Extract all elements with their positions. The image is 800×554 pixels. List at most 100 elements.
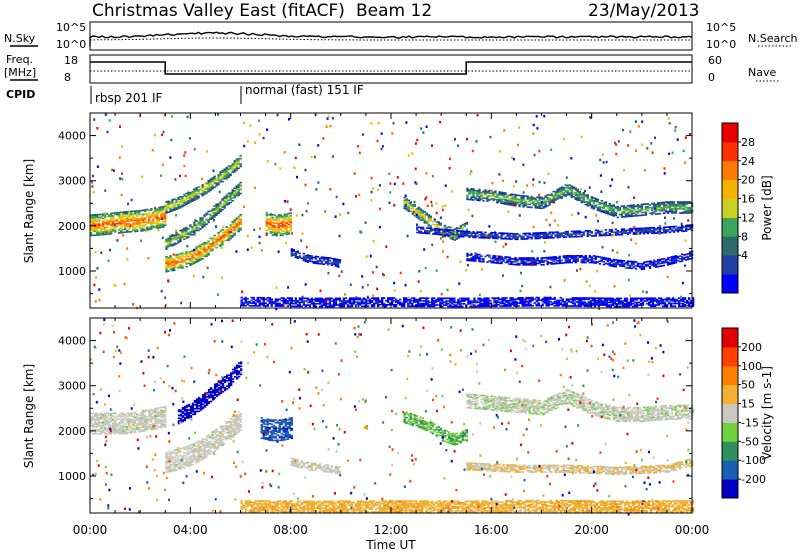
- heatmap-cell: [492, 198, 495, 200]
- heatmap-cell: [165, 248, 168, 250]
- heatmap-cell: [681, 225, 684, 227]
- heatmap-speckle: [404, 204, 407, 207]
- heatmap-cell: [211, 237, 214, 240]
- heatmap-cell: [250, 296, 253, 299]
- heatmap-cell: [692, 301, 695, 303]
- heatmap-cell: [165, 208, 168, 210]
- heatmap-cell: [683, 201, 686, 203]
- heatmap-cell: [294, 302, 298, 305]
- heatmap-cell: [229, 165, 232, 167]
- heatmap-cell: [167, 244, 170, 247]
- heatmap-cell: [620, 229, 624, 232]
- heatmap-cell: [610, 204, 614, 207]
- heatmap-cell: [434, 233, 437, 235]
- heatmap-cell: [451, 305, 454, 308]
- heatmap-cell: [649, 305, 653, 308]
- heatmap-cell: [227, 235, 230, 238]
- heatmap-cell: [428, 230, 431, 232]
- heatmap-cell: [237, 221, 240, 223]
- heatmap-cell: [560, 186, 563, 189]
- heatmap-cell: [572, 231, 575, 234]
- heatmap-cell: [603, 304, 607, 306]
- heatmap-cell: [320, 300, 324, 302]
- heatmap-cell: [233, 228, 236, 231]
- heatmap-cell: [269, 220, 272, 222]
- heatmap-cell: [685, 204, 688, 206]
- heatmap-cell: [654, 266, 658, 268]
- heatmap-cell: [534, 232, 537, 234]
- heatmap-cell: [165, 269, 168, 272]
- heatmap-cell: [173, 259, 176, 262]
- heatmap-cell: [569, 298, 572, 301]
- heatmap-cell: [535, 299, 538, 302]
- heatmap-cell: [602, 206, 606, 208]
- heatmap-cell: [169, 264, 172, 267]
- heatmap-cell: [193, 193, 196, 196]
- heatmap-cell: [512, 197, 515, 200]
- heatmap-cell: [672, 262, 676, 265]
- heatmap-cell: [443, 235, 447, 238]
- heatmap-cell: [687, 206, 690, 209]
- heatmap-cell: [640, 265, 644, 268]
- heatmap-cell: [252, 298, 255, 300]
- heatmap-cell: [461, 303, 464, 305]
- heatmap-cell: [217, 209, 220, 212]
- heatmap-cell: [614, 211, 618, 214]
- heatmap-cell: [274, 299, 277, 302]
- heatmap-cell: [439, 222, 443, 225]
- heatmap-cell: [233, 223, 236, 226]
- heatmap-cell: [92, 227, 95, 230]
- heatmap-cell: [647, 301, 651, 304]
- heatmap-cell: [588, 201, 592, 204]
- heatmap-cell: [240, 300, 243, 303]
- heatmap-cell: [296, 300, 300, 302]
- heatmap-cell: [678, 305, 681, 308]
- heatmap-cell: [183, 204, 186, 207]
- heatmap-cell: [558, 258, 561, 261]
- heatmap-cell: [666, 257, 670, 259]
- heatmap-cell: [285, 226, 288, 229]
- heatmap-cell: [191, 259, 194, 262]
- heatmap-cell: [614, 231, 618, 234]
- heatmap-cell: [417, 210, 420, 213]
- heatmap-cell: [447, 302, 450, 305]
- heatmap-cell: [474, 192, 477, 195]
- heatmap-cell: [540, 257, 543, 259]
- heatmap-cell: [302, 256, 306, 259]
- heatmap-cell: [592, 257, 596, 260]
- heatmap-cell: [523, 302, 526, 304]
- heatmap-cell: [233, 194, 236, 196]
- heatmap-cell: [538, 201, 541, 204]
- heatmap-cell: [445, 301, 448, 304]
- heatmap-cell: [601, 302, 605, 305]
- heatmap-cell: [252, 296, 255, 299]
- heatmap-cell: [118, 213, 121, 215]
- heatmap-cell: [604, 210, 608, 213]
- heatmap-cell: [203, 221, 206, 223]
- heatmap-cell: [597, 297, 601, 300]
- heatmap-cell: [608, 208, 612, 210]
- heatmap-cell: [160, 225, 163, 227]
- heatmap-cell: [221, 169, 224, 172]
- heatmap-cell: [650, 206, 654, 209]
- heatmap-speckle: [266, 160, 269, 163]
- heatmap-cell: [544, 259, 547, 262]
- heatmap-cell: [437, 298, 440, 301]
- heatmap-cell: [566, 230, 569, 233]
- heatmap-cell: [607, 304, 611, 306]
- heatmap-cell: [626, 208, 630, 211]
- heatmap-cell: [209, 189, 212, 191]
- heatmap-cell: [668, 231, 672, 234]
- heatmap-cell: [211, 177, 214, 179]
- heatmap-cell: [435, 298, 438, 301]
- heatmap-cell: [513, 303, 516, 306]
- heatmap-speckle: [681, 281, 684, 285]
- heatmap-cell: [98, 234, 101, 236]
- heatmap-cell: [385, 304, 388, 306]
- heatmap-speckle: [120, 193, 123, 197]
- heatmap-cell: [498, 262, 501, 265]
- heatmap-cell: [534, 261, 537, 263]
- heatmap-cell: [652, 231, 656, 233]
- heatmap-cell: [403, 305, 406, 308]
- heatmap-speckle: [355, 296, 358, 299]
